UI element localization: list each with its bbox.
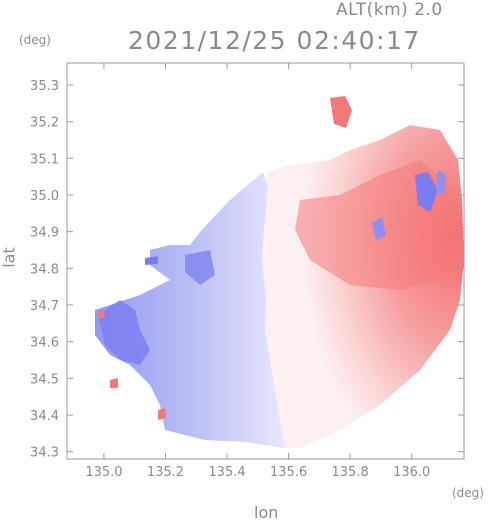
altitude-label: ALT(km) 2.0 xyxy=(336,0,443,20)
y-axis-ticks: 34.3 34.4 34.5 34.6 34.7 34.8 34.9 35.0 35.1 35.2… xyxy=(30,79,464,461)
x-tick-label: 135.4 xyxy=(208,465,245,480)
approaching-echo-cell-mid xyxy=(372,218,386,240)
approaching-echo-cell-nw xyxy=(145,256,158,265)
x-axis-unit: (deg) xyxy=(452,486,484,500)
y-tick-label: 34.6 xyxy=(30,336,59,351)
doppler-echo-field xyxy=(95,96,464,448)
plot-frame xyxy=(66,62,465,460)
y-tick-label: 34.7 xyxy=(30,299,59,314)
x-axis-label: lon xyxy=(254,503,279,522)
x-tick-label: 135.8 xyxy=(332,465,369,480)
y-tick-label: 34.9 xyxy=(30,226,59,241)
approaching-echo-west-cluster xyxy=(98,300,150,365)
receding-echo-cell-north xyxy=(330,96,352,128)
y-tick-label: 35.3 xyxy=(30,79,59,94)
x-tick-label: 135.0 xyxy=(85,465,122,480)
x-tick-label: 136.0 xyxy=(393,465,430,480)
y-tick-label: 35.0 xyxy=(30,189,59,204)
x-axis-ticks: 135.0 135.2 135.4 135.6 135.8 136.0 xyxy=(85,63,430,480)
y-tick-label: 35.2 xyxy=(30,116,59,131)
receding-echo-cell-sw1 xyxy=(158,408,166,420)
approaching-echo-band xyxy=(185,250,215,285)
y-tick-label: 34.4 xyxy=(30,409,59,424)
chart-timestamp: 2021/12/25 02:40:17 xyxy=(128,26,421,55)
receding-echo-cell-w xyxy=(98,310,105,318)
y-tick-label: 35.1 xyxy=(30,152,59,167)
receding-echo-cell-sw2 xyxy=(110,378,118,388)
y-axis-unit: (deg) xyxy=(19,33,51,47)
y-tick-label: 34.3 xyxy=(30,446,59,461)
x-tick-label: 135.6 xyxy=(270,465,307,480)
approaching-echo-cell-east2 xyxy=(436,170,446,195)
x-tick-label: 135.2 xyxy=(147,465,184,480)
y-tick-label: 34.8 xyxy=(30,262,59,277)
approaching-echo-cell-east xyxy=(415,172,438,212)
y-tick-label: 34.5 xyxy=(30,372,59,387)
approaching-echo-region xyxy=(95,172,285,448)
